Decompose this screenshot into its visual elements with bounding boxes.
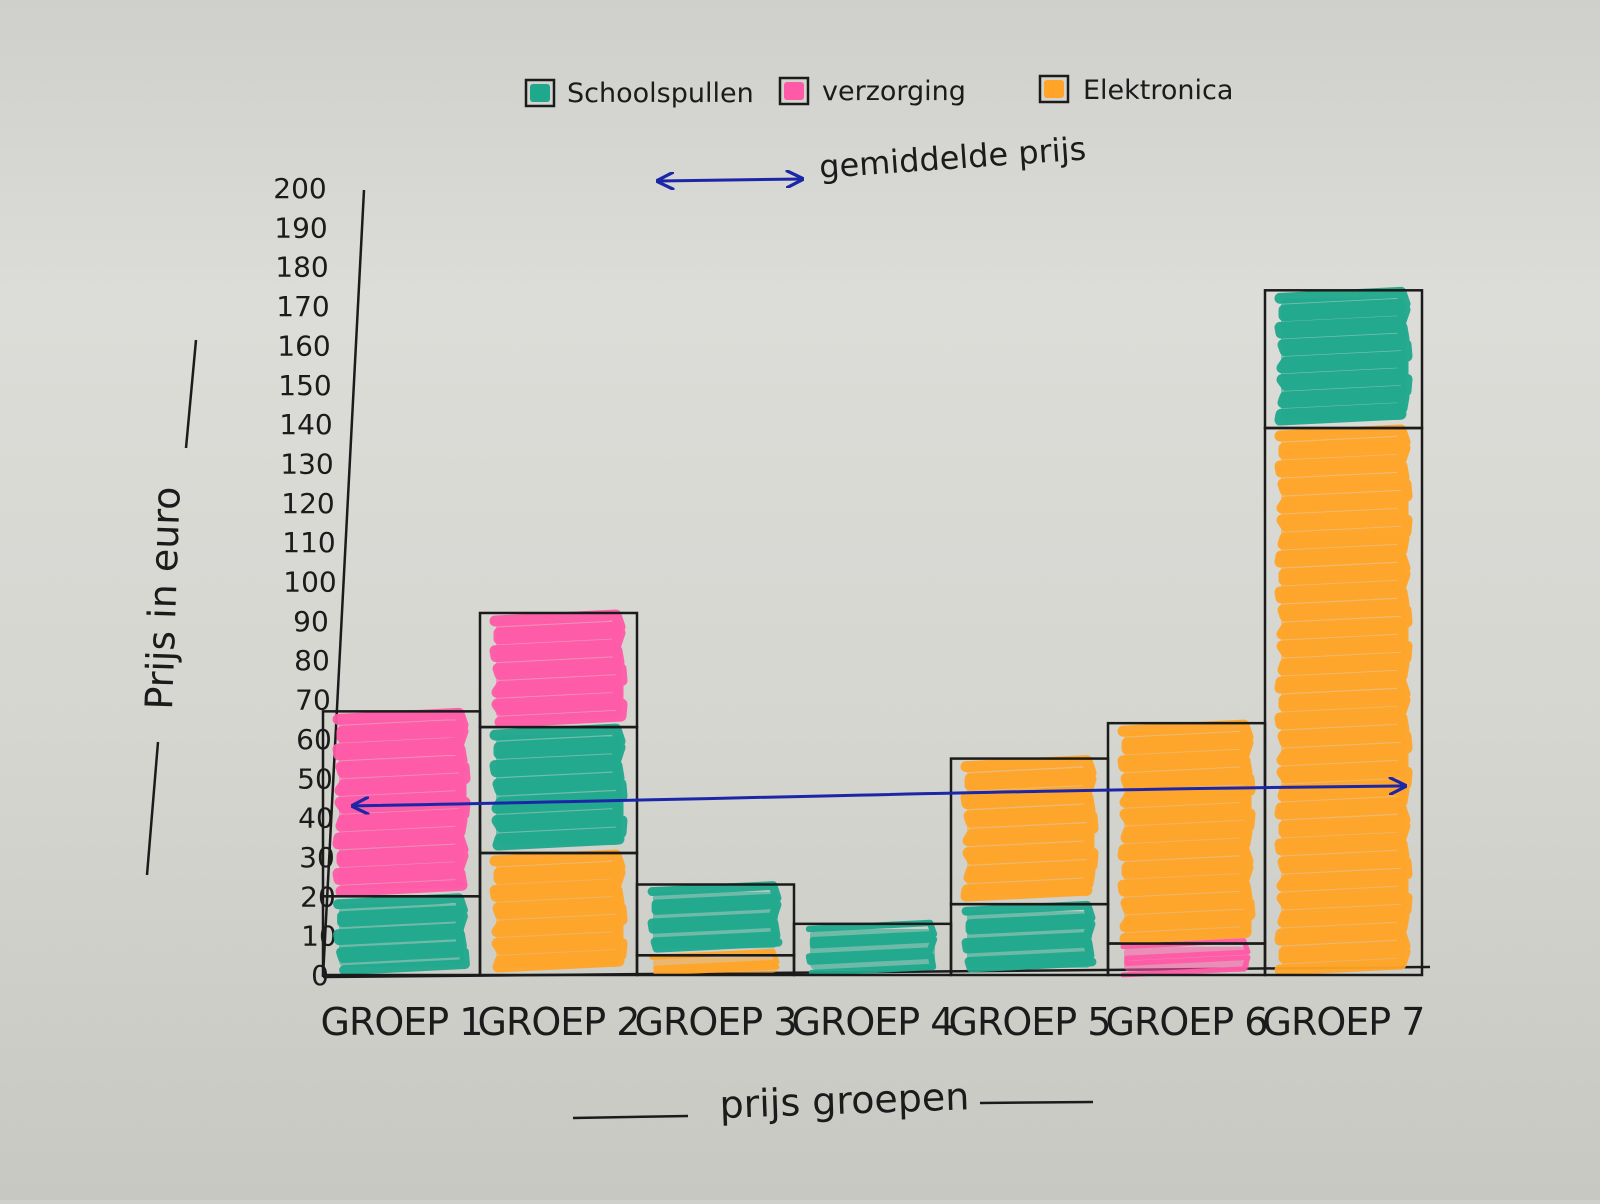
y-title-dash-bottom	[145, 741, 160, 876]
x-axis-title-group: prijs groepen	[572, 1074, 1094, 1127]
bar-segment-fill-strokes	[647, 881, 783, 953]
x-axis-title: prijs groepen	[719, 1074, 970, 1127]
y-tick-label: 110	[282, 526, 335, 559]
bar-segment-fill	[332, 707, 471, 897]
legend-swatch-schoolspullen	[524, 78, 556, 108]
bar-segment-fill-strokes	[489, 849, 628, 973]
bar-group	[321, 707, 482, 977]
bars	[321, 286, 1424, 978]
bar-segment-fill-strokes	[1274, 424, 1413, 976]
y-tick-label: 200	[273, 172, 326, 205]
bar-segment-fill	[489, 849, 628, 973]
category-label: GROEP 6	[1106, 1000, 1268, 1044]
bar-segment-fill-strokes	[960, 755, 1099, 902]
bar-segment-fill	[805, 919, 938, 977]
legend: Schoolspullen verzorging Elektronica gem…	[524, 74, 1233, 186]
bar-segment-fill	[649, 948, 780, 976]
bar-segment-fill	[1120, 938, 1251, 978]
legend-item-schoolspullen: Schoolspullen	[524, 78, 754, 109]
bar-group	[1106, 719, 1267, 978]
y-tick-label: 90	[293, 605, 329, 638]
bar-segment-fill	[333, 893, 470, 976]
bar-segment-fill-strokes	[1117, 719, 1256, 945]
bar-segment-fill	[961, 900, 1097, 973]
bar-segment-fill	[1274, 424, 1413, 976]
category-label: GROEP 7	[1263, 1000, 1425, 1044]
y-ticks: 0102030405060708090100110120130140150160…	[273, 172, 337, 992]
y-tick-label: 10	[301, 920, 337, 953]
category-label: GROEP 1	[321, 1000, 483, 1044]
y-tick-label: 40	[298, 802, 334, 835]
y-tick-label: 130	[280, 447, 333, 480]
legend-swatch-fill-1	[784, 82, 804, 100]
category-label: GROEP 5	[949, 1000, 1111, 1044]
legend-item-average: gemiddelde prijs	[658, 129, 1087, 186]
x-title-dash-right	[979, 1100, 1094, 1105]
category-label: GROEP 4	[792, 1000, 954, 1044]
y-tick-label: 170	[276, 290, 329, 323]
category-label: GROEP 3	[635, 1000, 797, 1044]
bar-segment-fill-strokes	[649, 948, 780, 976]
y-title-dash-top	[184, 339, 198, 449]
bar-segment-outline	[1263, 289, 1424, 430]
y-tick-label: 120	[281, 487, 334, 520]
bar-segment-fill-strokes	[333, 893, 470, 976]
bar-segment-fill	[960, 755, 1099, 902]
bar-group	[1263, 286, 1424, 977]
y-axis-title-group: Prijs in euro	[137, 339, 198, 876]
bar-segment-fill	[1274, 286, 1413, 426]
y-tick-label: 0	[311, 959, 329, 992]
y-tick-label: 160	[277, 329, 330, 362]
legend-label-schoolspullen: Schoolspullen	[567, 78, 754, 109]
bar-segment-fill-strokes	[489, 609, 628, 728]
legend-label-elektronica: Elektronica	[1083, 75, 1233, 106]
average-line	[353, 786, 1405, 806]
y-tick-label: 180	[275, 251, 328, 284]
x-title-dash-left	[572, 1114, 689, 1120]
y-tick-label: 150	[278, 369, 331, 402]
y-tick-label: 80	[294, 644, 330, 677]
legend-average-arrow	[658, 179, 802, 181]
legend-label-verzorging: verzorging	[822, 76, 966, 107]
bar-group	[792, 919, 953, 977]
y-tick-label: 140	[279, 408, 332, 441]
bar-segment-fill-strokes	[805, 919, 938, 977]
average-line-group	[353, 786, 1405, 806]
bar-segment-fill-strokes	[1274, 286, 1413, 426]
bar-segment-fill	[647, 881, 783, 953]
y-tick-label: 100	[283, 566, 336, 599]
bar-segment-fill-strokes	[961, 900, 1097, 973]
bar-segment-outline	[478, 611, 639, 729]
bar-segment-fill-strokes	[332, 707, 471, 897]
y-tick-label: 30	[299, 841, 335, 874]
bar-segment-fill	[489, 723, 628, 851]
category-label: GROEP 2	[478, 1000, 640, 1044]
y-axis-title: Prijs in euro	[137, 486, 189, 710]
bar-group	[478, 609, 639, 977]
y-tick-label: 50	[297, 762, 333, 795]
y-tick-label: 190	[274, 211, 327, 244]
bar-group	[635, 881, 796, 977]
legend-item-verzorging: verzorging	[778, 76, 966, 107]
legend-swatch-fill-2	[1044, 80, 1064, 98]
legend-swatch-elektronica	[1038, 74, 1070, 104]
y-tick-label: 60	[296, 723, 332, 756]
bar-segment-outline	[635, 883, 796, 957]
legend-item-elektronica: Elektronica	[1038, 74, 1233, 106]
legend-swatch-fill-0	[530, 84, 550, 102]
bar-segment-fill	[489, 609, 628, 728]
legend-label-average: gemiddelde prijs	[818, 129, 1087, 186]
y-axis	[321, 189, 366, 978]
bar-segment-fill	[1117, 719, 1256, 945]
legend-swatch-verzorging	[778, 76, 810, 106]
